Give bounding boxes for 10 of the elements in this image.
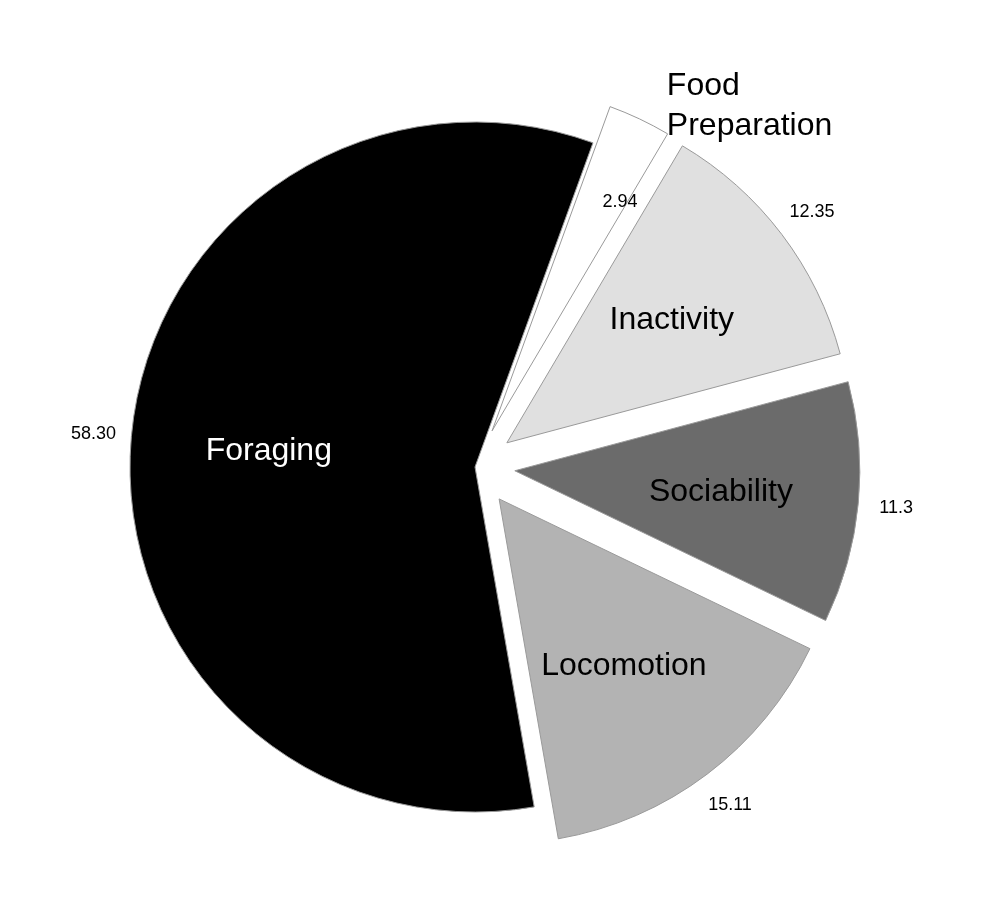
data-label: 12.35	[789, 201, 835, 222]
slice-label: Sociability	[648, 472, 793, 509]
data-label: 2.94	[602, 191, 638, 212]
slice-label: Foraging	[205, 430, 332, 467]
data-label: 11.3	[879, 496, 913, 517]
slice-label: Locomotion	[541, 646, 707, 683]
data-label: 58.30	[70, 423, 117, 444]
data-label: 15.11	[708, 794, 752, 815]
slice-label: Inactivity	[609, 299, 735, 336]
slice-label: Food Preparation	[666, 66, 833, 143]
